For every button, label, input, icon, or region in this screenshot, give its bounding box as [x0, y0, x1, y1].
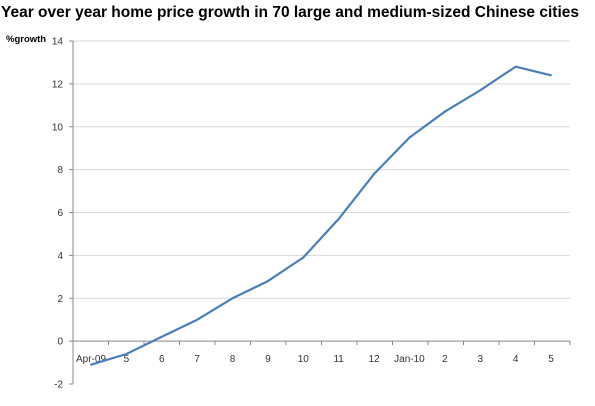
data-point: [408, 136, 411, 139]
y-tick-label: 8: [57, 165, 63, 176]
data-point: [90, 363, 92, 366]
x-tick-label: Apr-09: [76, 354, 106, 365]
y-tick-label: 12: [52, 79, 64, 90]
x-tick-label: 5: [548, 354, 554, 365]
chart-title: Year over year home price growth in 70 l…: [0, 4, 579, 21]
data-point: [337, 218, 340, 220]
x-tick-label: 4: [513, 354, 519, 365]
series-line: [90, 65, 552, 366]
y-tick-label: 10: [52, 122, 64, 133]
x-tick-label: 8: [230, 354, 236, 365]
x-tick-label: 10: [298, 354, 310, 365]
y-tick-label: -2: [54, 380, 63, 391]
data-point: [231, 297, 234, 300]
data-point: [373, 173, 375, 175]
x-tick-label: 11: [333, 354, 344, 365]
y-tick-label: 14: [52, 37, 64, 48]
y-tick-label: 6: [57, 208, 63, 219]
gridlines: [73, 40, 570, 299]
x-tick-labels: Apr-09 5 6 7 8 9 10 11 12 Jan-10 2 3 4 5: [76, 354, 554, 365]
data-point: [125, 353, 128, 355]
y-tick-label: 2: [57, 294, 63, 305]
x-tick-label: 2: [442, 354, 448, 365]
x-tick-label: 12: [369, 354, 381, 365]
x-tick-label: 3: [477, 354, 483, 365]
y-tick-label: 4: [57, 251, 63, 262]
y-tick-labels: -2 0 2 4 6 8 10 12 14: [52, 37, 64, 391]
data-point: [160, 335, 163, 338]
data-point: [443, 110, 446, 113]
x-tick-label: 5: [124, 354, 130, 365]
data-point: [479, 89, 482, 92]
x-tick-label: Jan-10: [394, 354, 425, 365]
series-layer: [90, 65, 552, 366]
x-tick-label: 9: [265, 354, 271, 365]
x-tick-label: 6: [159, 354, 165, 365]
data-point: [196, 318, 199, 321]
data-point: [302, 256, 305, 259]
y-tick-label: 0: [57, 337, 63, 348]
x-tick-label: 7: [194, 354, 200, 365]
data-point: [267, 280, 269, 282]
data-point: [514, 65, 517, 68]
y-axis-label: %growth: [6, 34, 47, 45]
data-point: [550, 74, 552, 77]
